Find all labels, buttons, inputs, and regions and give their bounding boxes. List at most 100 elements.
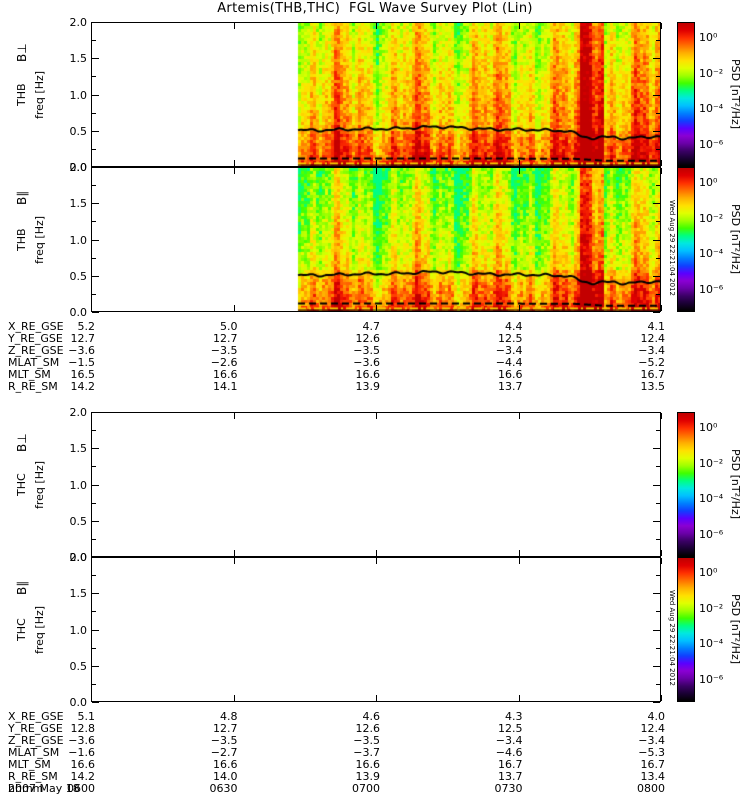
y-tick-mark [92,666,99,667]
colorbar-thc-bpar[interactable] [677,557,695,702]
annotation-value: 13.7 [498,380,523,393]
annotation-value: 12.5 [498,332,523,345]
y-tick-label: 1.0 [69,479,88,492]
x-tick-mark [91,23,92,29]
y-tick-mark [653,240,660,241]
spectrogram-panel-thc-bpar[interactable] [91,557,661,702]
y-tick-mark [92,702,99,703]
y-tick-mark [92,430,96,431]
annotation-value: 16.6 [355,758,381,771]
y-tick-mark [653,167,660,168]
y-tick-label: 2.0 [69,551,88,564]
colorbar-thb-bpar[interactable] [677,167,695,312]
annotation-value: −3.5 [353,344,380,357]
y-tick-mark [656,40,660,41]
annotation-row-label: MLT_SM [8,758,51,771]
x-tick-mark [234,695,235,701]
annotation-value: 12.6 [355,332,381,345]
y-tick-mark [656,221,660,222]
annotation-value: 0630 [209,782,238,795]
y-tick-mark [656,113,660,114]
x-tick-mark [376,305,377,311]
y-tick-label: 2.0 [69,406,88,419]
x-tick-mark [234,23,235,29]
annotation-row-label: X_RE_GSE [8,320,64,333]
annotation-value: 4.8 [220,710,238,723]
x-tick-mark [234,168,235,174]
generation-timestamp: Wed Aug 29 22:21:04 2012 [668,199,676,296]
y-tick-mark [653,630,660,631]
y-tick-mark [92,557,99,558]
x-tick-mark [91,558,92,564]
x-tick-mark [519,160,520,166]
x-tick-mark [376,695,377,701]
y-tick-mark [92,240,99,241]
annotation-value: 0730 [494,782,523,795]
annotation-row-label: MLAT_SM [8,356,60,369]
y-tick-mark [656,648,660,649]
colorbar-tick-label: 10⁻⁴ [699,492,724,505]
colorbar-tick-label: 10⁰ [699,566,718,579]
annotation-row-label: Y_RE_GSE [8,332,63,345]
x-tick-mark [91,413,92,419]
x-tick-mark [376,550,377,556]
y-tick-mark [92,203,99,204]
y-tick-mark [656,539,660,540]
y-axis-label-thc-bpar: freq [Hz] [33,605,46,654]
y-tick-mark [92,185,96,186]
annotation-row-label: R_RE_SM [8,770,58,783]
y-tick-mark [92,22,99,23]
annotation-value: 16.6 [213,368,238,381]
x-tick-mark [661,550,662,556]
colorbar-label-thb-bpar: PSD [nT²/Hz] [729,204,742,275]
x-tick-mark [91,160,92,166]
annotation-value: 13.9 [355,380,381,393]
annotation-value: 16.7 [640,368,666,381]
annotation-value: 16.7 [640,758,666,771]
y-tick-mark [92,648,96,649]
panel-component-thb-bperp: B⊥ [15,43,29,63]
colorbar-tick-label: 10⁻⁶ [699,138,724,151]
annotation-value: −1.6 [68,746,95,759]
annotation-row-label: MLT_SM [8,368,51,381]
colorbar-tick-label: 10⁻² [699,602,724,615]
colorbar-label-thb-bperp: PSD [nT²/Hz] [729,59,742,130]
colorbar-tick-label: 10⁻⁶ [699,673,724,686]
y-tick-mark [653,95,660,96]
y-tick-mark [92,294,96,295]
x-tick-mark [519,558,520,564]
annotation-value: 14.1 [213,380,238,393]
colorbar-thb-bperp[interactable] [677,22,695,167]
annotation-value: 4.4 [505,320,523,333]
x-tick-mark [234,305,235,311]
y-tick-mark [653,276,660,277]
y-tick-mark [92,131,99,132]
y-tick-mark [653,702,660,703]
colorbar-thc-bperp[interactable] [677,412,695,557]
annotation-row-label: Z_RE_GSE [8,734,64,747]
x-tick-mark [376,413,377,419]
spectrogram-panel-thc-bperp[interactable] [91,412,661,557]
y-tick-mark [92,539,96,540]
annotation-value: −2.7 [210,746,238,759]
annotation-value: −5.3 [638,746,665,759]
annotation-value: 12.8 [70,722,96,735]
panel-component-thb-bpar: B∥ [15,190,29,206]
annotation-value: 14.2 [70,380,96,393]
y-tick-mark [92,611,96,612]
annotation-value: −5.2 [638,356,665,369]
y-tick-mark [656,258,660,259]
annotation-value: −3.4 [638,734,665,747]
page-title: Artemis(THB,THC) FGL Wave Survey Plot (L… [217,1,533,16]
y-tick-mark [92,684,96,685]
annotation-row-label: X_RE_GSE [8,710,64,723]
y-tick-label: 1.0 [69,624,88,637]
y-tick-mark [92,221,96,222]
y-axis-label-thc-bperp: freq [Hz] [33,460,46,509]
y-tick-mark [92,149,96,150]
y-tick-label: 0.5 [69,270,88,283]
y-tick-mark [92,630,99,631]
colorbar-tick-label: 10⁰ [699,421,718,434]
y-tick-mark [653,521,660,522]
y-tick-mark [92,593,99,594]
